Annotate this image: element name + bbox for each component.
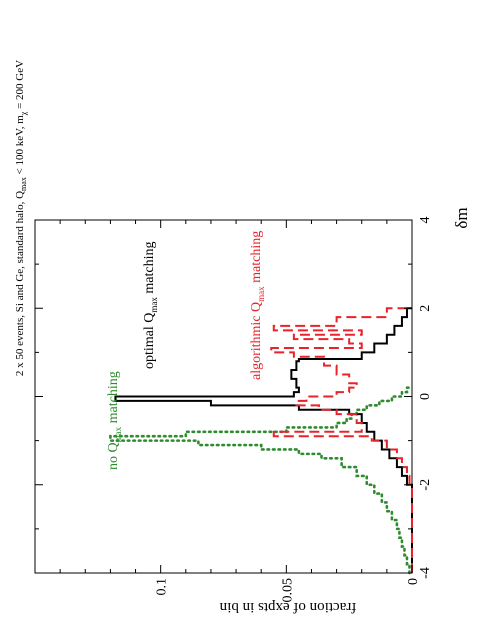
- x-axis-label: δm: [452, 207, 471, 228]
- series-line-algorithmic: [270, 307, 413, 573]
- y-tick-label: 0.05: [280, 578, 295, 603]
- annotation-algorithmic-qmax-matching: algorithmic Qmax matching: [249, 231, 266, 380]
- series-line-optimal: [114, 307, 413, 573]
- chart-title: 2 x 50 events, Si and Ge, standard halo,…: [14, 60, 28, 376]
- annotation-optimal-qmax-matching: optimal Qmax matching: [142, 242, 159, 370]
- x-tick-label: -4: [418, 567, 433, 579]
- y-axis-label: fraction of expts in bin: [219, 599, 356, 615]
- series-line-no_match: [109, 386, 414, 575]
- x-tick-label: 0: [418, 393, 433, 400]
- x-tick-label: 2: [418, 305, 433, 312]
- y-tick-label: 0: [406, 578, 421, 585]
- x-tick-label: 4: [418, 217, 433, 224]
- rotated-chart: -4 -2 0 2 4 0 0.05 0.1 2 x 50 events, Si and Ge…: [14, 60, 471, 615]
- annotation-no-qmax-matching: no Qmax matching: [106, 371, 123, 470]
- y-tick-label: 0.1: [155, 578, 170, 596]
- x-tick-label: -2: [418, 479, 433, 491]
- series-layer: [109, 307, 414, 575]
- ticks-layer: -4 -2 0 2 4 0 0.05 0.1: [34, 217, 433, 603]
